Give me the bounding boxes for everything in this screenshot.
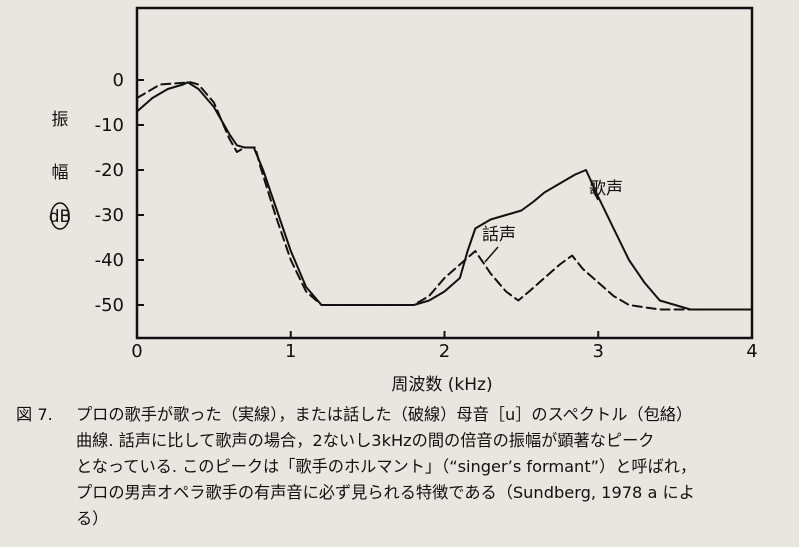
y-axis-label-char: 幅 <box>52 163 69 183</box>
x-tick-label: 1 <box>285 341 296 362</box>
figure-caption: 図 7. プロの歌手が歌った（実線），または話した（破線）母音［u］のスペクトル（… <box>16 402 791 532</box>
caption-line-1: 図 7. プロの歌手が歌った（実線），または話した（破線）母音［u］のスペクトル（… <box>16 402 791 428</box>
caption-line-3: となっている. このピークは「歌手のホルマント」（“singer’s forma… <box>76 457 697 476</box>
y-axis-unit-paren <box>50 202 70 230</box>
caption-text-1: プロの歌手が歌った（実線），または話した（破線）母音［u］のスペクトル（包絡） <box>76 405 693 424</box>
x-tick-label: 0 <box>131 341 142 362</box>
annotation-leader-singing <box>591 188 599 201</box>
annotation-label-singing: 歌声 <box>589 179 623 199</box>
y-axis-label-char: 振 <box>52 110 69 130</box>
y-tick-label: -10 <box>95 115 124 136</box>
y-tick-label: 0 <box>113 70 124 91</box>
caption-line-2: 曲線. 話声に比して歌声の場合，2ないし3kHzの間の倍音の振幅が顕著なピーク <box>76 431 655 450</box>
y-tick-label: -20 <box>95 160 124 181</box>
x-tick-label: 3 <box>593 341 604 362</box>
y-tick-label: -50 <box>95 295 124 316</box>
y-axis-unit: dB <box>49 207 71 227</box>
y-tick-label: -30 <box>95 205 124 226</box>
caption-label: 図 7. <box>16 405 53 424</box>
caption-line-5: る） <box>76 509 109 528</box>
series-line-speech <box>136 81 753 311</box>
plot-frame <box>135 6 754 340</box>
caption-line-4: プロの男声オペラ歌手の有声音に必ず見られる特徴である（Sundberg, 197… <box>76 483 695 502</box>
y-tick-label: -40 <box>95 250 124 271</box>
annotation-label-speech: 話声 <box>482 225 516 245</box>
series-line-singing <box>136 81 753 311</box>
x-tick-label: 2 <box>439 341 450 362</box>
annotation-leader-speech <box>484 246 499 263</box>
x-tick-label: 4 <box>746 341 757 362</box>
x-axis-label: 周波数 (kHz) <box>391 375 492 395</box>
